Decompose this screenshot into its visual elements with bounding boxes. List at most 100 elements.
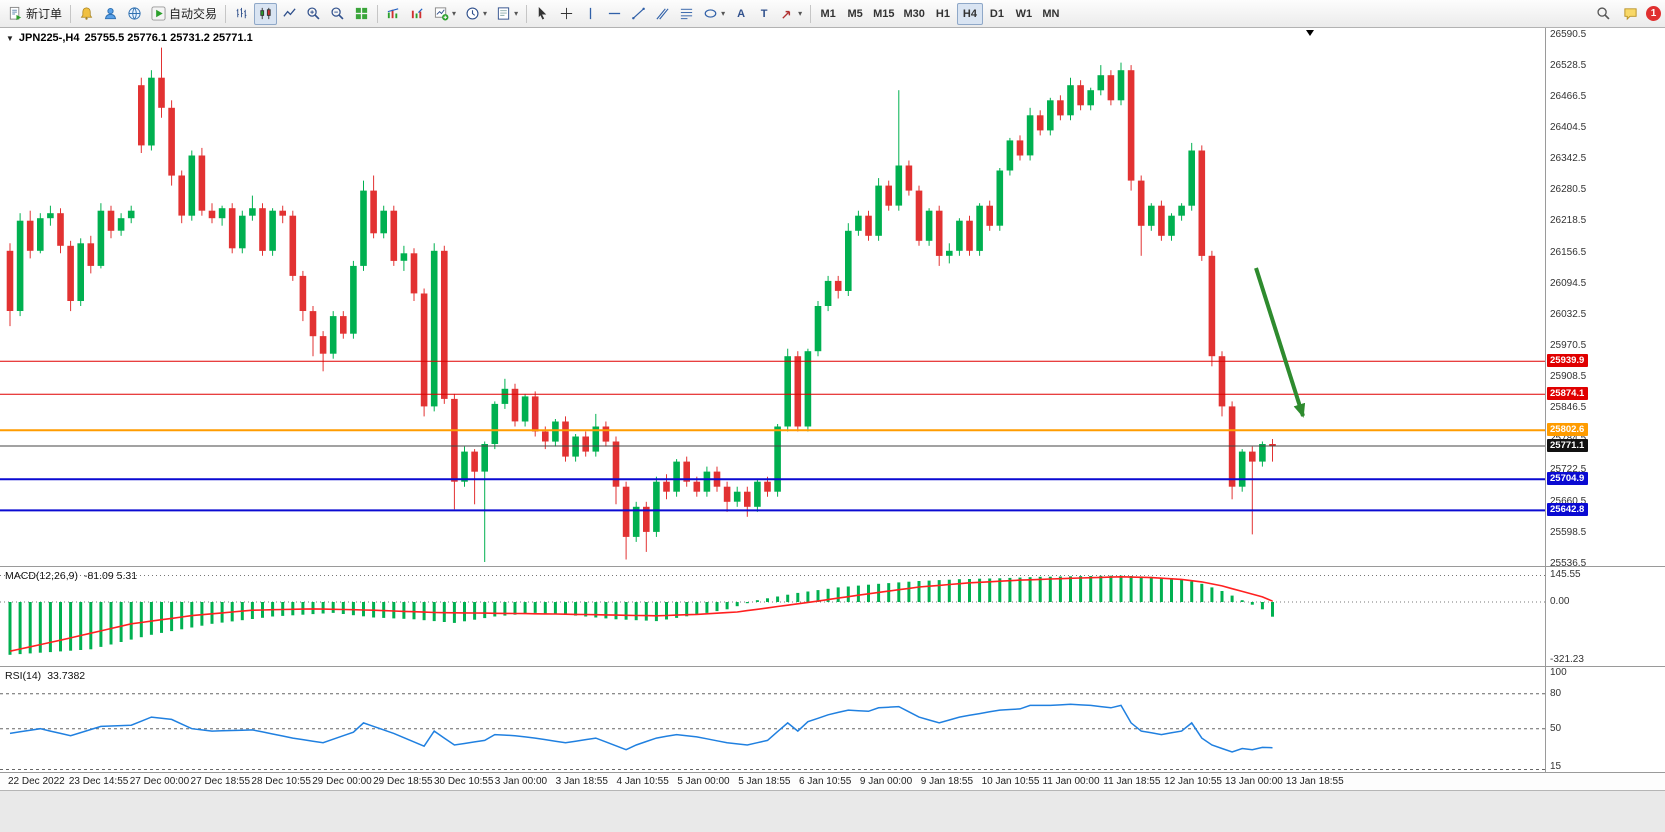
macd-scale-label: -321.23 [1550, 654, 1584, 666]
price-axis[interactable]: 26590.5 26528.5 26466.5 26404.5 26342.5 26280… [1545, 28, 1665, 566]
price-tick-label: 26404.5 [1550, 122, 1587, 134]
price-chart-panel[interactable]: ▼ JPN225-,H4 25755.5 25776.1 25731.2 257… [0, 28, 1545, 566]
rsi-scale-label: 100 [1550, 667, 1567, 678]
trendline-tool-button[interactable] [627, 3, 650, 25]
price-tick-label: 25660.5 [1550, 495, 1587, 507]
price-tick-label: 25598.5 [1550, 526, 1587, 538]
candlestick-icon [260, 7, 271, 20]
play-icon [151, 6, 166, 21]
macd-panel[interactable]: MACD(12,26,9) -81.09 5.31 [0, 566, 1545, 666]
indicators-icon [387, 8, 399, 19]
bar-chart-icon [236, 7, 247, 19]
time-tick-label: 9 Jan 18:55 [920, 776, 974, 787]
time-tick-label: 11 Jan 18:55 [1103, 776, 1161, 787]
chat-button[interactable] [1619, 3, 1642, 25]
shapes-tool-button[interactable]: ▾ [699, 3, 729, 25]
text-tool-button[interactable]: A [730, 3, 752, 25]
channel-tool-button[interactable] [651, 3, 674, 25]
timeframe-clock-button[interactable]: ▾ [461, 3, 491, 25]
time-tick-label: 22 Dec 2022 [8, 776, 65, 787]
chart-shift-marker-icon[interactable] [1306, 30, 1314, 36]
arrows-tool-button[interactable]: ▾ [776, 3, 806, 25]
web-terminal-button[interactable] [123, 3, 146, 25]
timeframe-d1-button[interactable]: D1 [984, 3, 1010, 25]
new-order-label: 新订单 [26, 7, 63, 21]
indicators-button[interactable] [382, 3, 405, 25]
cursor-icon [538, 6, 547, 20]
price-tick-label: 25846.5 [1550, 402, 1587, 414]
fibonacci-tool-button[interactable] [675, 3, 698, 25]
time-tick-label: 29 Dec 18:55 [373, 776, 433, 787]
add-indicator-button[interactable]: ▾ [430, 3, 460, 25]
time-tick-label: 3 Jan 18:55 [555, 776, 608, 787]
price-line-tag: 25939.9 [1547, 354, 1589, 368]
price-tick-label: 26466.5 [1550, 91, 1587, 102]
time-tick-label: 27 Dec 18:55 [190, 776, 251, 787]
crosshair-tool-button[interactable] [555, 3, 578, 25]
toolbar-separator [526, 4, 528, 23]
time-tick-label: 29 Dec 00:00 [312, 776, 372, 787]
vertical-line-icon [589, 7, 592, 20]
price-tick-label: 25908.5 [1550, 371, 1587, 383]
rsi-panel[interactable]: RSI(14) 33.7382 [0, 666, 1545, 772]
label-tool-button[interactable]: T [753, 3, 775, 25]
new-order-icon [9, 6, 22, 21]
indicator-window-button[interactable] [406, 3, 429, 25]
zoom-out-button[interactable] [326, 3, 349, 25]
timeframe-h1-button[interactable]: H1 [930, 3, 956, 25]
rsi-scale-label: 50 [1550, 722, 1562, 734]
line-chart-button[interactable] [278, 3, 301, 25]
rsi-scale-axis[interactable]: 100 80 50 15 [1545, 666, 1665, 772]
rsi-chart[interactable] [0, 667, 1545, 772]
collapse-icon[interactable]: ▼ [6, 33, 14, 43]
rsi-scale-label: 80 [1550, 687, 1562, 699]
price-tick-label: 26342.5 [1550, 153, 1587, 165]
zoom-in-button[interactable] [302, 3, 325, 25]
alerts-button[interactable] [75, 3, 98, 25]
autotrading-button[interactable]: 自动交易 [147, 3, 221, 25]
candlestick-chart[interactable] [0, 28, 1545, 566]
timeframe-m30-button[interactable]: M30 [900, 3, 929, 25]
toolbar-separator [225, 4, 227, 23]
vertical-line-tool-button[interactable] [579, 3, 602, 25]
fibonacci-icon [680, 8, 693, 20]
zoom-out-icon [331, 7, 344, 20]
community-button[interactable] [99, 3, 122, 25]
bar-chart-button[interactable] [230, 3, 253, 25]
toolbar-separator [70, 4, 72, 23]
price-tick-label: 26590.5 [1550, 28, 1587, 40]
chevron-down-icon: ▾ [483, 8, 488, 18]
timeframe-m5-button[interactable]: M5 [842, 3, 868, 25]
timeframe-m1-button[interactable]: M1 [815, 3, 841, 25]
time-axis[interactable]: 22 Dec 2022 23 Dec 14:55 27 Dec 00:00 27 De… [0, 772, 1665, 790]
price-line-tag: 25802.6 [1547, 423, 1589, 437]
main-toolbar: 新订单 自动交易 ▾ ▾ [0, 0, 1665, 28]
trendline-icon [632, 7, 645, 20]
price-line-tag: 25704.9 [1547, 472, 1589, 486]
horizontal-line-tool-button[interactable] [603, 3, 626, 25]
timeframe-h4-button[interactable]: H4 [956, 2, 983, 25]
price-tick-label: 26032.5 [1550, 308, 1587, 320]
timeframe-w1-button[interactable]: W1 [1011, 3, 1037, 25]
macd-values: -81.09 5.31 [83, 570, 138, 582]
time-tick-label: 13 Jan 00:00 [1225, 776, 1283, 787]
drawn-arrow-annotation[interactable] [1254, 267, 1306, 418]
notification-badge[interactable]: 1 [1646, 6, 1661, 21]
timeframe-mn-button[interactable]: MN [1038, 3, 1064, 25]
time-tick-label: 11 Jan 00:00 [1042, 776, 1100, 787]
clock-icon [466, 7, 479, 20]
chevron-down-icon: ▾ [798, 8, 803, 18]
data-window-button[interactable]: ▾ [492, 3, 522, 25]
window-footer [0, 790, 1665, 832]
new-order-button[interactable]: 新订单 [4, 3, 66, 25]
label-tool-icon: T [760, 7, 768, 20]
macd-scale-axis[interactable]: 145.55 0.00 -321.23 [1545, 566, 1665, 666]
search-button[interactable] [1592, 3, 1615, 25]
macd-scale-label: 0.00 [1550, 595, 1570, 607]
macd-chart[interactable] [0, 567, 1545, 666]
timeframe-m15-button[interactable]: M15 [869, 3, 898, 25]
time-tick-label: 10 Jan 10:55 [981, 776, 1040, 787]
cursor-tool-button[interactable] [531, 3, 554, 25]
candlestick-chart-button[interactable] [254, 2, 278, 25]
tile-windows-button[interactable] [350, 3, 373, 25]
